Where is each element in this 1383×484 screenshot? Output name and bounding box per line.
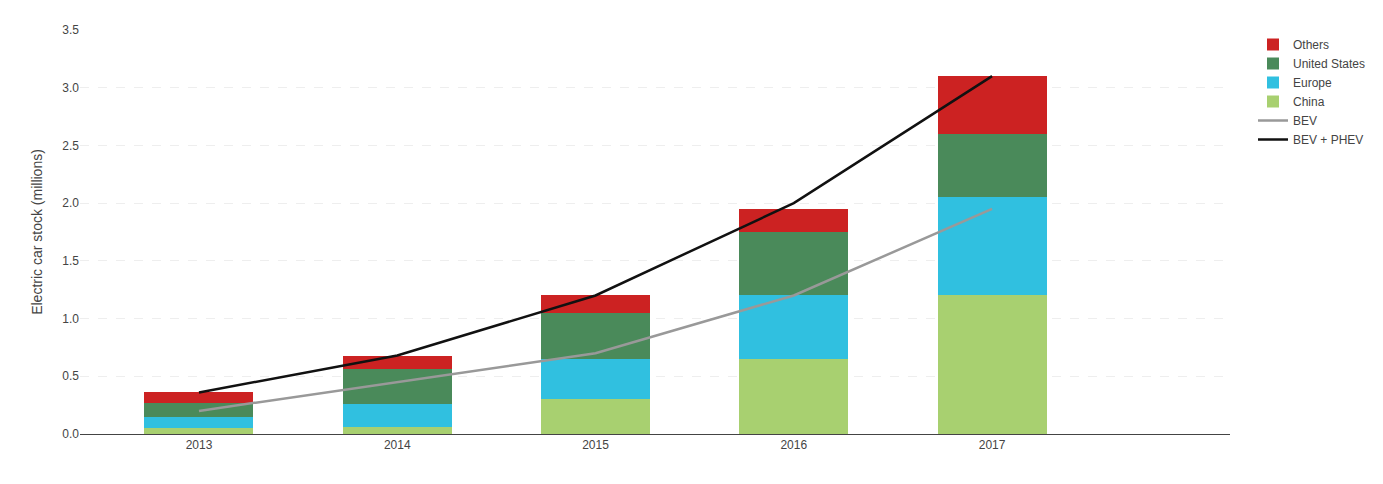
svg-text:0.5: 0.5 (62, 369, 79, 383)
svg-text:2015: 2015 (582, 438, 609, 452)
svg-text:BEV + PHEV: BEV + PHEV (1293, 133, 1363, 147)
svg-text:2016: 2016 (780, 438, 807, 452)
svg-text:Others: Others (1293, 38, 1329, 52)
svg-text:2.5: 2.5 (62, 139, 79, 153)
svg-text:1.5: 1.5 (62, 254, 79, 268)
svg-text:2014: 2014 (384, 438, 411, 452)
svg-text:United States: United States (1293, 57, 1365, 71)
svg-text:3.5: 3.5 (62, 23, 79, 37)
svg-text:China: China (1293, 95, 1325, 109)
svg-text:BEV: BEV (1293, 114, 1317, 128)
svg-text:1.0: 1.0 (62, 312, 79, 326)
svg-text:Electric car stock (millions): Electric car stock (millions) (29, 149, 45, 315)
svg-text:0.0: 0.0 (62, 427, 79, 441)
svg-text:3.0: 3.0 (62, 81, 79, 95)
svg-text:2017: 2017 (979, 438, 1006, 452)
svg-text:2.0: 2.0 (62, 196, 79, 210)
svg-text:Europe: Europe (1293, 76, 1332, 90)
svg-text:2013: 2013 (186, 438, 213, 452)
